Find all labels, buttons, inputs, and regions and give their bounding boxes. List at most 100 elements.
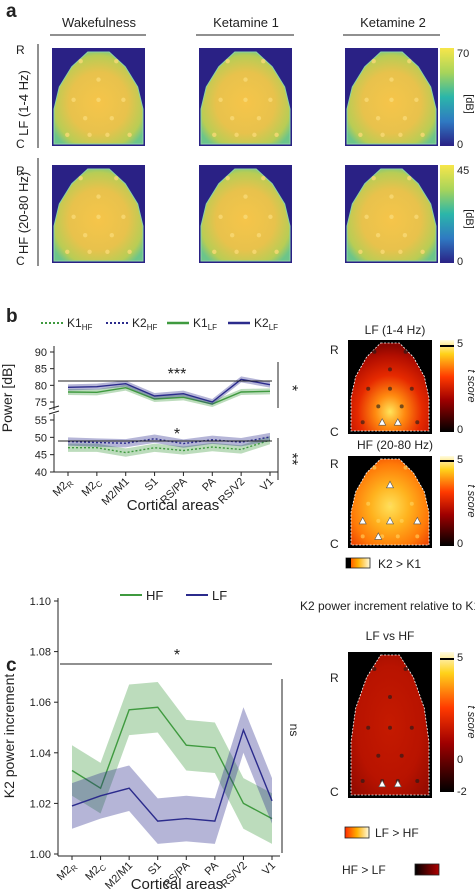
chart-b-ylabel: Power [dB] [0,364,15,432]
colorbar-c-min: -2 [457,786,467,798]
electrode-dot [375,233,381,238]
electrode-dot [415,420,420,425]
sig-hf-line: * [174,426,180,443]
series-line-K2LF [67,378,271,403]
electrode-dot [121,97,126,103]
colorbar-b-lf-max: 5 [457,338,463,350]
electrode-dot [420,132,425,137]
map-b-hf-title: HF (20-80 Hz) [357,438,433,452]
electrode-dot [420,249,425,254]
electrode-dot [376,404,381,409]
electrode-dot [109,116,115,121]
colorbar-hf-min: 0 [457,256,463,268]
map-b-hf-bottom: C [330,537,339,551]
legend-c-lf: LF [186,588,227,603]
colorbar-hf-max: 45 [457,165,469,177]
colorbar-b-hf-label: t score [465,484,475,517]
panel-b-map-lf: LF (1-4 Hz) R C 5 0 t score [330,323,475,439]
row-label-hf: HF (20-80 Hz) [16,172,31,254]
electrode-dot [261,59,266,64]
panel-c-contrast-legend: LF > HF HF > LF [342,826,440,877]
electrode-dot [261,176,266,181]
electrode-dot [96,194,101,199]
y-tick-label: 80 [35,380,47,392]
heat-map-b-hf [348,456,432,548]
electrode-dot [403,349,408,354]
legend-k2hf: K2HF [106,316,157,332]
electrode-dot [371,176,376,181]
significance-triangle [385,480,395,489]
electrode-dot [71,214,76,219]
electrode-dot [380,132,385,137]
electrode-dot [78,176,83,181]
electrode-dot [83,233,88,238]
power-map-r0-c2 [345,48,438,146]
chart-c-ylabel: K2 power increment [1,674,17,799]
legend-k1hf: K1HF [41,316,92,332]
electrode-dot [366,386,371,391]
electrode-dot [399,518,404,523]
panel-a-column-headers: Wakefulness Ketamine 1 Ketamine 2 [50,15,440,36]
heat-map-b-lf [348,340,432,434]
electrode-dot [380,534,385,539]
electrode-dot [218,97,223,103]
electrode-dot [376,753,381,758]
panel-b-contrast-legend: K2 > K1 [345,557,421,571]
panel-c-increment-chart: K2 power increment Cortical areas * ns 1… [1,596,301,893]
electrode-dot [366,725,371,730]
legend-c-hf: HF [120,588,163,603]
x-tick-label: S1 [143,476,161,494]
legend-c-lf-label: LF [212,588,227,603]
electrode-dot [388,501,392,506]
contrast-k2-k1: K2 > K1 [378,557,421,571]
electrode-dot [414,214,419,219]
series-line-HF [71,706,273,820]
electrode-dot [243,97,248,103]
significance-triangle [358,516,367,525]
sig-lf-side: * [283,385,300,391]
map-c-bottom: C [330,785,339,799]
series-line-K1LF [67,386,271,405]
electrode-dot [414,97,419,103]
electrode-dot [366,501,371,506]
electrode-dot [96,214,101,219]
electrode-dot [360,534,365,539]
electrode-dot [388,725,392,730]
heat-map-c [348,652,432,798]
y-tick-label: 40 [35,467,47,479]
map-c-top: R [330,671,339,685]
electrode-dot [274,249,279,254]
electrode-dot [403,465,408,470]
sig-c-side: ns [287,724,301,737]
electrode-dot [252,249,257,254]
electrode-dot [243,214,248,219]
panel-a-row-lf: LF (1-4 Hz) R C 70 0 [dB] [16,43,475,151]
x-tick-label: RS/V2 [216,476,247,507]
colorbar-lf-unit: [dB] [463,94,475,114]
row-lf-bottom: C [16,137,25,151]
series-band-HF [72,681,272,844]
series-band-K2LF [68,376,270,405]
electrode-dot [360,420,365,425]
electrode-dot [388,695,392,699]
svg-text:K2LF: K2LF [254,316,278,332]
electrode-dot [364,97,369,103]
power-map-r1-c1 [199,165,292,263]
electrode-dot [83,116,88,121]
y-tick-label: 85 [35,364,47,376]
panel-b-label: b [6,306,18,327]
colorbar-lf-viridis: 70 0 [dB] [440,48,475,151]
electrode-dot [234,132,239,137]
colorbar-b-hf-min: 0 [457,538,463,550]
panel-b-map-hf: HF (20-80 Hz) R C 5 0 t score [330,438,475,551]
electrode-dot [407,176,412,181]
x-tick-label: M2R [51,475,76,500]
sig-c-line: * [174,647,180,664]
electrode-dot [409,386,414,391]
x-tick-label: V1 [258,476,276,494]
electrode-dot [252,132,257,137]
electrode-dot [358,132,363,137]
electrode-dot [409,725,414,730]
significance-triangle [413,516,422,525]
electrode-dot [127,249,132,254]
